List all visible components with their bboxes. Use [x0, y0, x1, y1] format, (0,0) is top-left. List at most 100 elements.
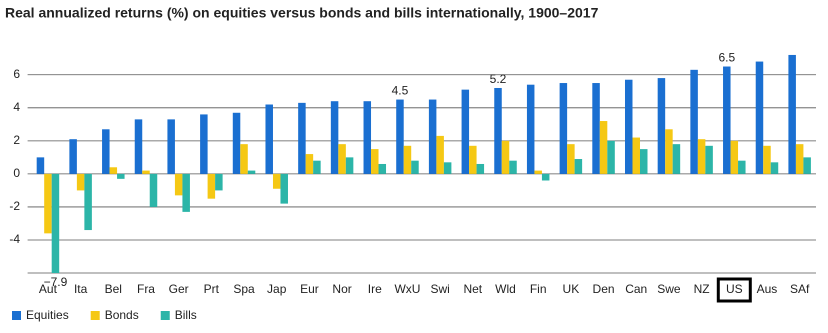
bar: [665, 129, 673, 174]
bar: [265, 104, 273, 174]
x-tick-label: Spa: [233, 282, 255, 296]
x-tick-label: WxU: [394, 282, 420, 296]
bar: [363, 101, 372, 174]
bar: [76, 173, 85, 191]
bar: [803, 157, 811, 174]
bar: [632, 137, 640, 174]
bar: [142, 170, 150, 174]
x-tick-label: NZ: [694, 282, 710, 296]
bar: [330, 101, 339, 174]
x-tick-label: Ire: [368, 282, 382, 296]
chart-title: Real annualized returns (%) on equities …: [5, 5, 599, 21]
bar: [723, 66, 731, 174]
bar: [117, 173, 125, 179]
value-label: 6.5: [718, 51, 735, 65]
x-tick-label: Ita: [74, 282, 88, 296]
bar: [149, 173, 158, 207]
bar: [345, 157, 354, 174]
x-tick-label: Ger: [169, 282, 189, 296]
bar: [755, 61, 764, 174]
bar: [657, 78, 666, 174]
bar: [690, 69, 698, 174]
bar: [215, 173, 223, 191]
bar: [167, 119, 175, 174]
x-tick-label: Net: [463, 282, 482, 296]
y-tick-label: 6: [13, 67, 20, 81]
x-tick-label: Bel: [105, 282, 122, 296]
bar: [102, 129, 110, 174]
x-tick-label: SAf: [790, 282, 810, 296]
bar: [592, 83, 600, 174]
bar: [36, 157, 45, 174]
value-label: −7.9: [44, 275, 68, 289]
x-tick-label: Aus: [757, 282, 778, 296]
x-tick-label: Den: [593, 282, 615, 296]
bar: [134, 119, 143, 174]
bar: [763, 145, 771, 174]
value-label: 4.5: [392, 84, 409, 98]
x-tick-label: Fra: [137, 282, 155, 296]
bar: [534, 170, 542, 174]
bar: [461, 89, 470, 174]
bar: [272, 173, 281, 189]
bar: [240, 144, 248, 174]
bar: [51, 173, 60, 273]
bar: [305, 154, 314, 174]
highlight-box: [716, 277, 752, 303]
legend-swatch: [160, 311, 170, 320]
bar: [84, 173, 92, 231]
x-tick-label: Wld: [495, 282, 516, 296]
bar: [639, 149, 648, 174]
x-tick-label: Can: [625, 282, 647, 296]
bar: [697, 139, 706, 174]
bar: [476, 163, 485, 174]
x-tick-label: US: [726, 282, 743, 296]
x-tick-label: Jap: [267, 282, 287, 296]
legend-label: Equities: [26, 308, 69, 322]
bar: [526, 84, 535, 174]
bar: [494, 87, 502, 174]
bar: [109, 167, 118, 174]
bar: [599, 121, 608, 174]
x-tick-label: Fin: [530, 282, 547, 296]
bar: [574, 159, 583, 174]
bar: [541, 173, 550, 181]
bar: [371, 149, 379, 174]
bar: [207, 173, 216, 199]
bar: [232, 112, 241, 174]
bar: [509, 160, 517, 174]
x-tick-label: Swe: [657, 282, 681, 296]
bar: [280, 173, 288, 204]
x-tick-label: Aut: [39, 282, 58, 296]
bar: [559, 83, 568, 174]
bars: [36, 54, 811, 273]
bar: [313, 160, 321, 174]
bar: [795, 144, 804, 174]
legend-swatch: [12, 311, 21, 320]
bar: [428, 99, 437, 174]
bar: [436, 135, 444, 174]
legend-label: Bonds: [105, 308, 139, 322]
bar: [501, 140, 510, 174]
bar: [730, 140, 739, 174]
bar: [298, 102, 306, 174]
bar: [738, 160, 746, 174]
value-label: 5.2: [490, 72, 507, 86]
y-tick-label: -2: [9, 199, 20, 213]
bar: [378, 163, 387, 174]
bar: [443, 162, 452, 174]
bar: [403, 145, 412, 174]
bar: [182, 173, 190, 212]
bar: [44, 173, 52, 234]
bar: [411, 160, 419, 174]
bar: [624, 79, 633, 174]
legend-label: Bills: [175, 308, 197, 322]
bar: [69, 139, 77, 174]
legend-swatch: [90, 311, 100, 320]
bar: [247, 170, 256, 174]
bar: [338, 144, 346, 174]
y-tick-label: 4: [13, 100, 20, 114]
bar: [200, 114, 208, 174]
x-tick-label: Eur: [300, 282, 319, 296]
